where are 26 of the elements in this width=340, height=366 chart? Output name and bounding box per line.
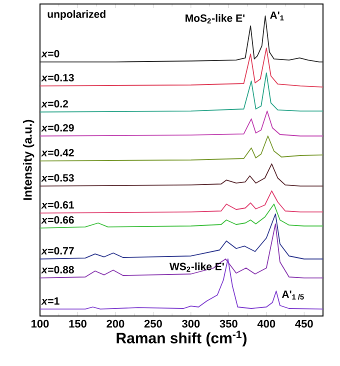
y-axis-title: Intensity (a.u.): [22, 120, 34, 200]
series-label: x=0.42: [41, 148, 74, 156]
series-label: x=0.66: [41, 216, 74, 224]
annotation: A'$_{1 /5}$: [282, 290, 304, 300]
x-tick-label: 100: [32, 320, 49, 328]
x-tick-label: 400: [257, 320, 276, 328]
series-label: x=0.29: [41, 124, 74, 132]
annotation: MoS$_{2}$-like E': [186, 14, 244, 24]
series-label: x=0: [41, 50, 60, 58]
x-axis-title: Raman shift (cm$^{-1}$): [116, 330, 247, 346]
x-tick-label: 200: [106, 320, 124, 328]
series-label: x=1: [41, 297, 60, 305]
series-label: x=0.2: [41, 100, 68, 108]
x-tick-label: 250: [144, 320, 162, 328]
annotation: unpolarized: [48, 10, 106, 20]
series-label: x=0.77: [41, 247, 74, 255]
x-tick-label: 150: [69, 320, 86, 328]
series-label: x=0.13: [41, 74, 74, 82]
x-tick-label: 450: [295, 320, 313, 328]
x-tick-label: 350: [220, 320, 238, 328]
series-label: x=0.61: [41, 201, 74, 209]
series-label: x=0.88: [41, 266, 74, 274]
x-tick-label: 300: [182, 320, 200, 328]
annotation: WS$_{2}$-like E': [170, 262, 224, 272]
annotation: A'$_{1}$: [270, 12, 284, 20]
series-label: x=0.53: [41, 174, 74, 182]
